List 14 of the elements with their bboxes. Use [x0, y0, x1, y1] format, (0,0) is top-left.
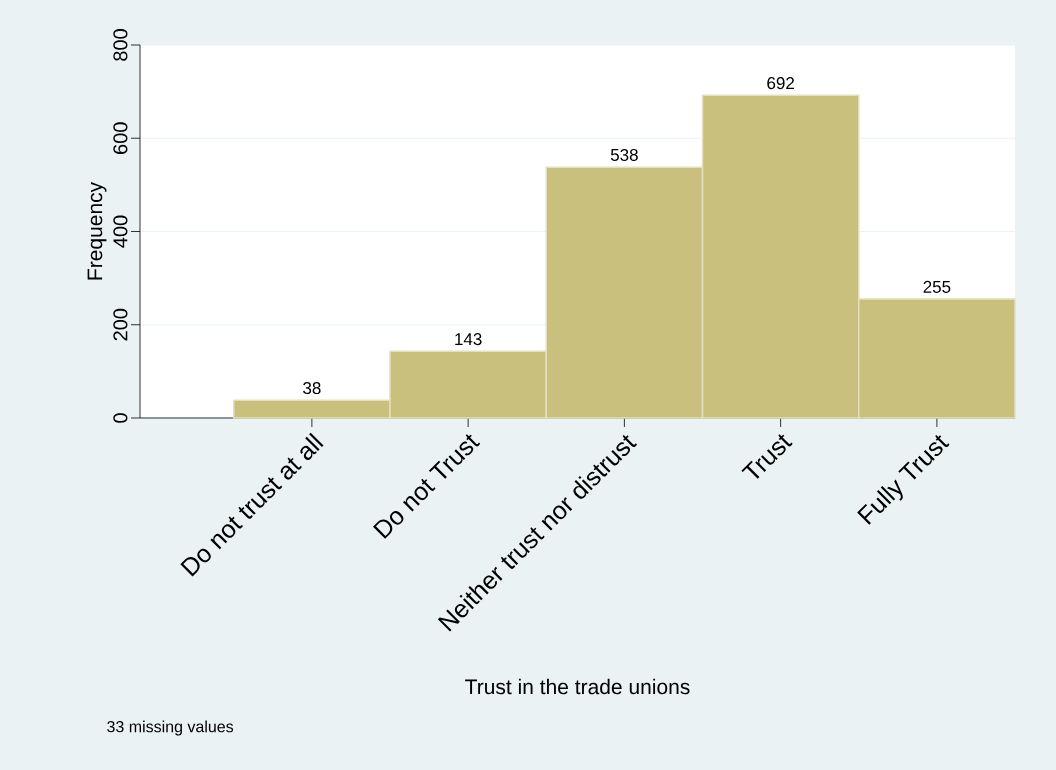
y-tick-label: 200: [113, 308, 128, 341]
y-tick-label: 400: [113, 215, 128, 248]
data-label: 255: [923, 280, 951, 293]
data-label: 538: [610, 148, 638, 161]
x-tick-label: Do not trust at all: [180, 432, 324, 577]
y-tick-label: 0: [113, 413, 128, 423]
y-axis-title: Frequency: [87, 181, 107, 280]
data-label: 38: [303, 382, 321, 395]
y-tick-label: 600: [113, 122, 128, 154]
data-label: 692: [767, 77, 794, 90]
text: 33 missing values: [107, 720, 234, 736]
data-label: 143: [455, 333, 482, 346]
x-axis-title: Trust in the trade unions: [465, 678, 690, 695]
y-tick-label: 800: [113, 29, 128, 61]
